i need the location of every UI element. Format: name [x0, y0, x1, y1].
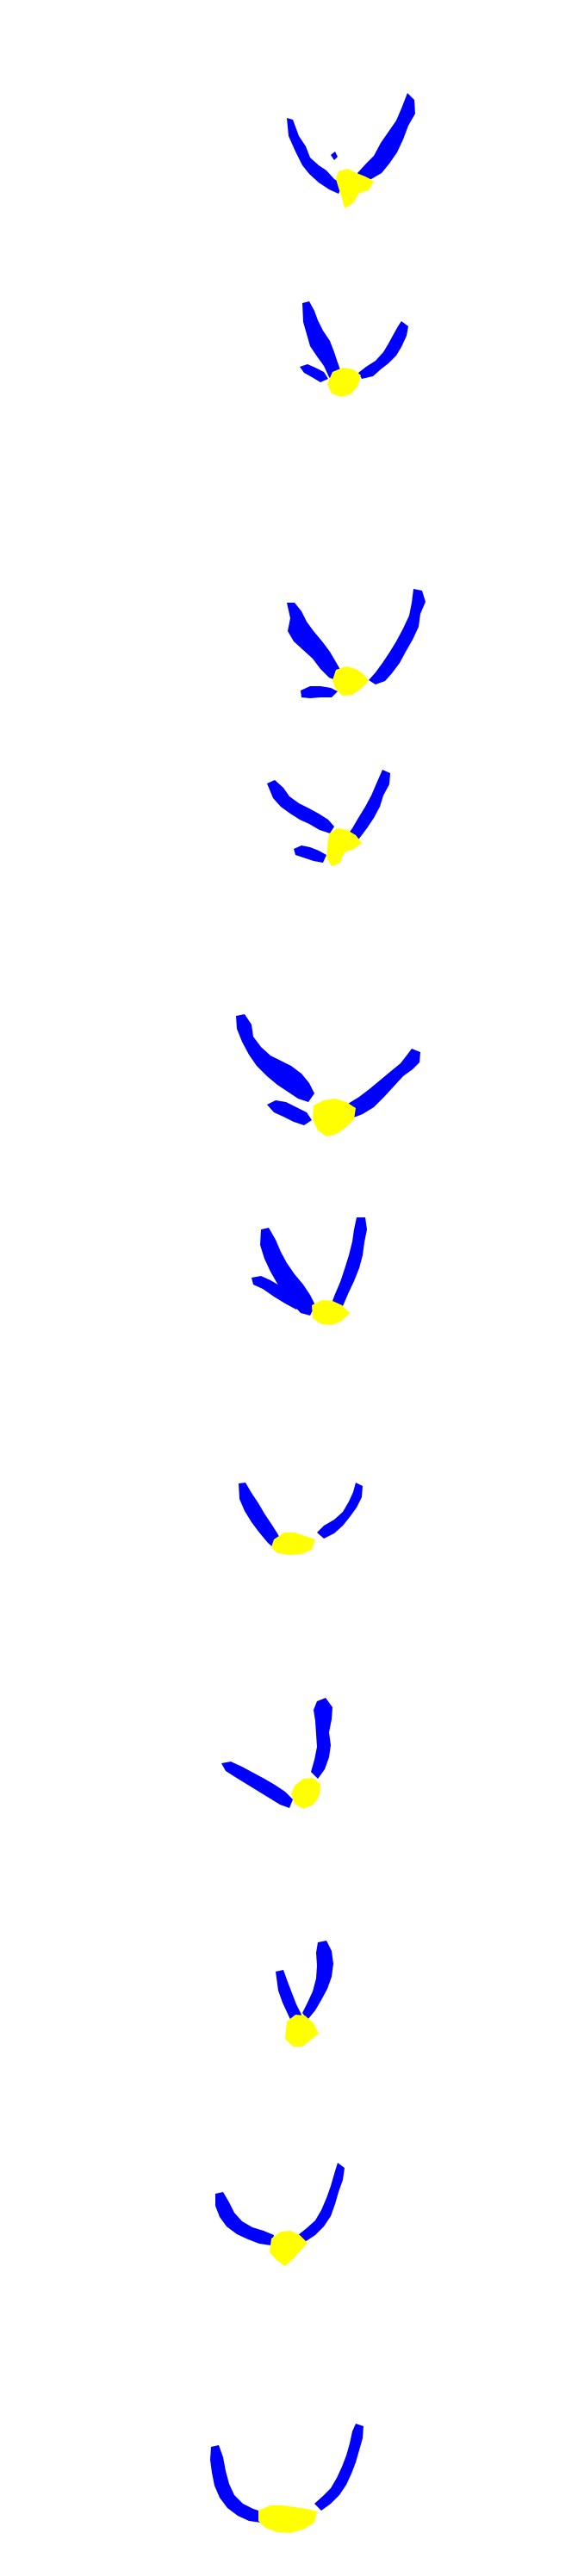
panel-7	[239, 1483, 363, 1555]
base	[336, 169, 374, 208]
base	[312, 1300, 350, 1325]
panel-8	[221, 1698, 332, 1809]
right-arm	[369, 589, 426, 684]
right-arm	[317, 1483, 363, 1539]
base	[291, 1778, 320, 1809]
panel-9	[276, 1941, 333, 2047]
panel-6	[252, 1217, 367, 1325]
left-arm	[239, 1483, 283, 1550]
left-stub	[301, 686, 338, 698]
left-stub	[294, 845, 326, 863]
base	[258, 2505, 317, 2533]
panel-2	[300, 301, 408, 397]
panel-1	[287, 93, 415, 208]
panel-3	[287, 589, 426, 698]
base	[326, 828, 362, 866]
left-stub	[267, 1100, 312, 1125]
right-arm	[298, 2163, 345, 2242]
base	[271, 1533, 315, 1555]
left-arm	[210, 2445, 264, 2523]
base	[270, 2231, 308, 2266]
left-arm	[236, 1014, 314, 1102]
panel-10	[215, 2163, 345, 2266]
right-arm	[358, 321, 408, 379]
right-arm	[302, 1941, 333, 2020]
left-arm	[287, 603, 342, 681]
base	[285, 2015, 319, 2047]
right-arm	[311, 1698, 332, 1779]
panel-5	[236, 1014, 420, 1136]
right-arm	[331, 1217, 367, 1313]
left-stub	[252, 1276, 301, 1310]
fragment	[331, 152, 338, 160]
base	[313, 1099, 356, 1136]
right-arm	[343, 1049, 420, 1118]
left-arm	[215, 2192, 274, 2245]
right-arm	[314, 2424, 363, 2511]
left-arm	[260, 1228, 315, 1316]
left-arm	[302, 301, 342, 384]
left-arm	[287, 118, 343, 194]
panel-11	[210, 2424, 363, 2533]
base	[332, 666, 369, 696]
right-arm	[357, 93, 415, 182]
left-arm	[267, 780, 334, 833]
panel-4	[267, 770, 390, 866]
left-stub	[300, 364, 328, 382]
left-arm	[221, 1762, 293, 1808]
base	[327, 368, 361, 397]
right-arm	[345, 770, 390, 845]
